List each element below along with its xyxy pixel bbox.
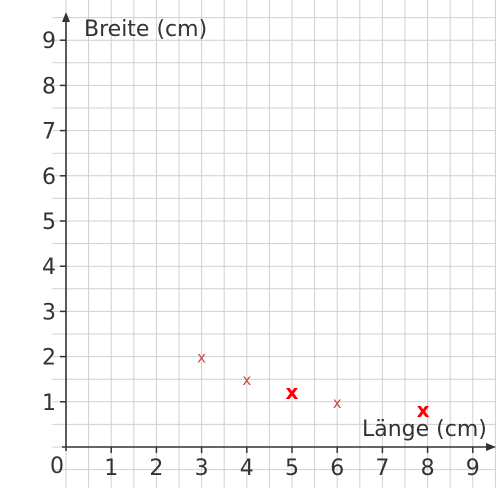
tick-marks (60, 39, 474, 453)
axes (62, 12, 496, 451)
data-point-marker: x (242, 371, 251, 389)
data-point-marker: x (417, 398, 430, 422)
x-tick-label: 8 (421, 456, 435, 481)
data-point-marker: x (333, 394, 342, 412)
y-tick-label: 9 (42, 29, 56, 54)
y-tick-label: 1 (42, 391, 56, 416)
data-point-marker: x (197, 349, 206, 367)
x-tick-label: 2 (149, 456, 163, 481)
x-tick-label: 3 (195, 456, 209, 481)
y-tick-label: 4 (42, 255, 56, 280)
x-tick-label: 1 (104, 456, 118, 481)
y-tick-label: 7 (42, 120, 56, 145)
x-tick-label: 4 (240, 456, 254, 481)
y-tick-label: 6 (42, 165, 56, 190)
tick-labels: 1 2 3 4 5 6 7 8 9 1 2 3 4 5 6 7 8 9 (42, 29, 480, 481)
grid-lines (52, 0, 496, 488)
y-tick-label: 8 (42, 74, 56, 99)
y-tick-label: 5 (42, 210, 56, 235)
data-points: x x x x x (197, 349, 429, 422)
x-tick-label: 9 (466, 456, 480, 481)
x-axis-label: Länge (cm) (362, 417, 487, 442)
x-axis-arrow (486, 443, 496, 451)
y-axis-label: Breite (cm) (84, 17, 207, 42)
y-tick-label: 3 (42, 300, 56, 325)
x-tick-label: 6 (330, 456, 344, 481)
origin-label: 0 (50, 454, 64, 479)
x-tick-label: 5 (285, 456, 299, 481)
y-axis-arrow (62, 12, 70, 22)
data-point-marker: x (286, 380, 299, 404)
y-tick-label: 2 (42, 346, 56, 371)
x-tick-label: 7 (375, 456, 389, 481)
